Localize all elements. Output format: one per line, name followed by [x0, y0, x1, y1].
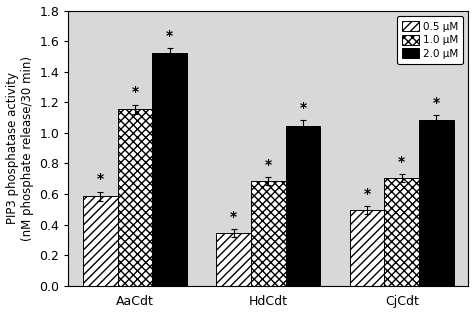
Text: *: * — [398, 155, 405, 169]
Y-axis label: PIP3 phosphatase activity
(nM phosphate release/30 min): PIP3 phosphatase activity (nM phosphate … — [6, 56, 34, 241]
Bar — [118, 109, 152, 286]
Text: *: * — [166, 29, 173, 43]
Text: *: * — [230, 210, 237, 224]
Text: *: * — [300, 100, 307, 115]
Legend: 0.5 μM, 1.0 μM, 2.0 μM: 0.5 μM, 1.0 μM, 2.0 μM — [397, 16, 463, 64]
Text: *: * — [364, 187, 371, 201]
Bar — [419, 120, 454, 286]
Bar — [216, 233, 251, 286]
Bar — [251, 181, 286, 286]
Text: *: * — [131, 85, 138, 99]
Text: *: * — [433, 96, 440, 110]
Bar — [350, 210, 384, 286]
Bar — [384, 178, 419, 286]
Text: *: * — [265, 158, 272, 172]
Text: *: * — [97, 172, 104, 186]
Bar — [152, 52, 187, 286]
Bar — [286, 126, 320, 286]
Bar — [83, 196, 118, 286]
